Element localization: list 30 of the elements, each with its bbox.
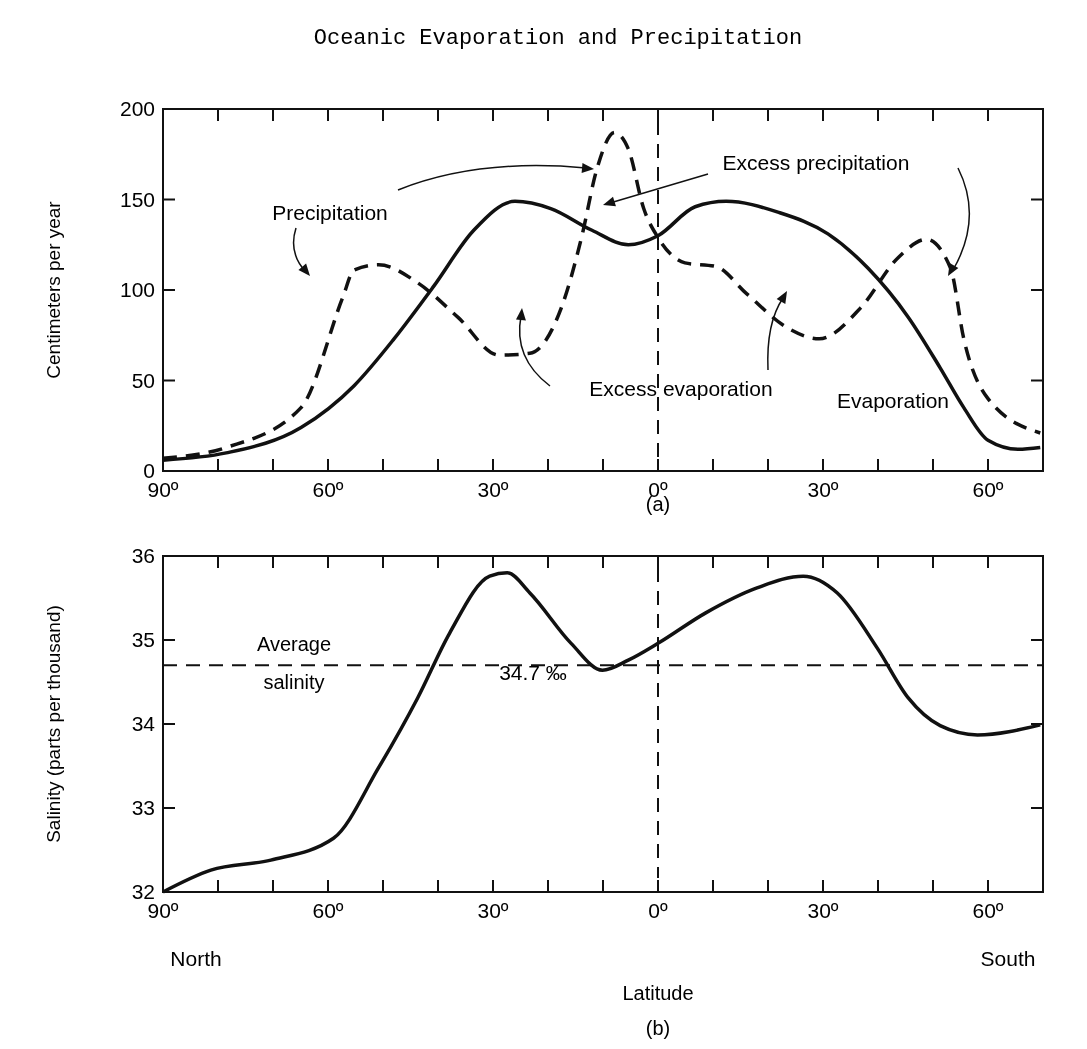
text: South [980,947,1036,970]
series-label: Evaporation [836,389,950,412]
y-tick-label: 33 [131,796,155,819]
annotation: 34.7 ‰ [499,661,567,684]
y-tick-label: 100 [119,278,155,301]
x-tick-label: 60º [312,899,344,922]
x-axis-title: Latitude [622,982,694,1004]
y-tick-label: 35 [131,628,155,651]
text: (b) [645,1017,671,1039]
y-tick-label: 34 [131,712,156,735]
y-tick-label: 150 [119,187,155,211]
annotation: Excess evaporation [589,377,773,400]
ref-line-label: Average salinity [256,633,332,694]
chart-title: Oceanic Evaporation and Precipitation [313,26,803,51]
x-tick-label: 30º [807,899,839,922]
series-label: Precipitation [272,201,388,224]
x-tick-label: 30º [477,478,509,501]
x-tick-label: 60º [972,899,1004,922]
x-tick-label: 30º [807,478,839,501]
text: North [170,947,222,970]
y-axis-title: Salinity (parts per thousand) [43,605,64,843]
y-tick-label: 36 [131,544,155,567]
y-tick-label: 200 [119,97,155,120]
y-axis-title: Centimeters per year [43,200,64,379]
x-tick-label: 60º [972,478,1004,501]
x-tick-label: 60º [312,478,344,501]
y-tick-label: 50 [131,368,155,392]
x-tick-label: 30º [477,899,509,922]
annotation: Excess precipitation [722,151,910,174]
x-tick-label: 0º [648,899,668,922]
